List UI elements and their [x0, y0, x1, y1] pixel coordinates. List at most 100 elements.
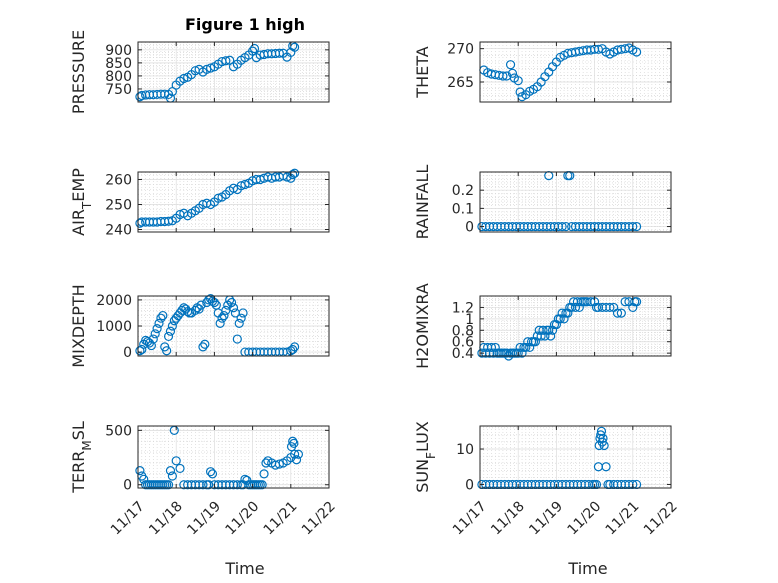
data-point: [234, 318, 244, 328]
axes-box: [479, 425, 672, 489]
figure-title: Figure 1 high: [185, 15, 305, 34]
y-tick-label: 0.6: [452, 335, 474, 351]
y-axis-label: PRESSURE: [69, 30, 88, 114]
data-point: [171, 456, 181, 466]
data-point: [601, 462, 611, 472]
data-point: [228, 303, 239, 313]
data-point: [213, 193, 223, 203]
x-tick-label: 11/18: [146, 498, 186, 538]
data-point: [156, 313, 166, 323]
data-point: [205, 63, 216, 73]
data-point: [288, 436, 298, 446]
data-point: [557, 308, 567, 318]
data-point: [598, 433, 608, 443]
data-point: [163, 480, 174, 490]
data-point: [198, 480, 208, 490]
y-tick-label: 750: [105, 82, 132, 98]
data-point: [165, 326, 176, 336]
data-point: [150, 329, 160, 339]
data-point: [274, 459, 284, 469]
y-tick-label: 800: [105, 69, 132, 85]
data-point: [605, 302, 615, 313]
data-point: [507, 68, 518, 78]
data-point: [135, 218, 145, 228]
subplot-mixdepth: 0 1000 2000 MIXDEPTH: [69, 284, 330, 368]
data-point: [515, 87, 525, 97]
data-point: [544, 325, 554, 335]
data-point: [513, 76, 523, 86]
data-point: [163, 216, 174, 226]
axes-box: [479, 171, 672, 233]
y-tick-label: 265: [447, 75, 474, 91]
y-tick-label: 10: [456, 442, 474, 458]
data-point: [148, 334, 158, 344]
data-point: [293, 449, 304, 459]
data-point: [632, 221, 642, 232]
y-tick-label: 250: [105, 198, 132, 214]
x-tick-label: 11/21: [603, 498, 643, 538]
y-tick-label: 1.2: [452, 300, 474, 316]
y-tick-label: 1000: [96, 319, 132, 335]
y-axis-label: AIRTEMP: [69, 168, 94, 236]
data-point: [167, 321, 177, 331]
x-axis-label-left: Time: [224, 559, 264, 578]
x-tick-label: 11/20: [223, 498, 263, 538]
y-tick-label: 1: [465, 312, 474, 328]
data-point: [226, 297, 237, 308]
data-point: [632, 297, 642, 307]
data-point: [215, 318, 225, 328]
data-point: [546, 331, 556, 341]
y-tick-label: 0: [465, 220, 474, 236]
data-point: [152, 324, 162, 334]
data-point: [290, 42, 300, 52]
data-point: [261, 458, 271, 468]
data-point: [599, 440, 609, 451]
data-series: [135, 168, 300, 228]
data-point: [632, 47, 642, 57]
y-tick-label: 500: [105, 423, 132, 439]
x-tick-label: 11/18: [488, 498, 528, 538]
data-point: [217, 313, 227, 323]
axes-box: [137, 171, 330, 233]
data-point: [486, 342, 497, 353]
data-point: [232, 480, 242, 490]
subplot-air-temp: 240 250 260 AIRTEMP: [69, 168, 330, 239]
data-point: [557, 221, 567, 232]
x-tick-label: 11/17: [450, 498, 490, 538]
y-axis-label: SUNFLUX: [413, 421, 438, 493]
x-tick-label: 11/19: [184, 498, 224, 538]
y-tick-label: 0: [123, 345, 132, 361]
subplot-theta: 265 270 THETA: [413, 41, 672, 103]
data-point: [555, 314, 565, 324]
data-point: [596, 426, 607, 436]
x-tick-label: 11/22: [641, 498, 681, 538]
data-point: [498, 71, 508, 81]
data-point: [240, 179, 250, 190]
data-point: [165, 465, 176, 476]
y-axis-label: TERRMSL: [69, 421, 94, 494]
data-series: [135, 294, 300, 357]
data-point: [205, 467, 216, 477]
y-tick-label: 0: [123, 478, 132, 494]
axes-box: [479, 295, 672, 357]
data-point: [289, 438, 299, 449]
data-point: [204, 480, 214, 490]
axes-box: [137, 41, 330, 103]
data-point: [536, 331, 546, 341]
data-point: [249, 43, 260, 54]
x-axis-label-right: Time: [567, 559, 607, 578]
y-axis-label: RAINFALL: [413, 165, 432, 240]
data-point: [198, 342, 208, 352]
data-point: [135, 92, 145, 102]
data-point: [290, 342, 300, 352]
data-point: [515, 342, 525, 353]
data-point: [163, 331, 174, 342]
x-tick-label: 11/19: [526, 498, 566, 538]
data-point: [288, 169, 298, 180]
data-point: [521, 342, 531, 353]
y-tick-label: 0.1: [452, 201, 474, 217]
